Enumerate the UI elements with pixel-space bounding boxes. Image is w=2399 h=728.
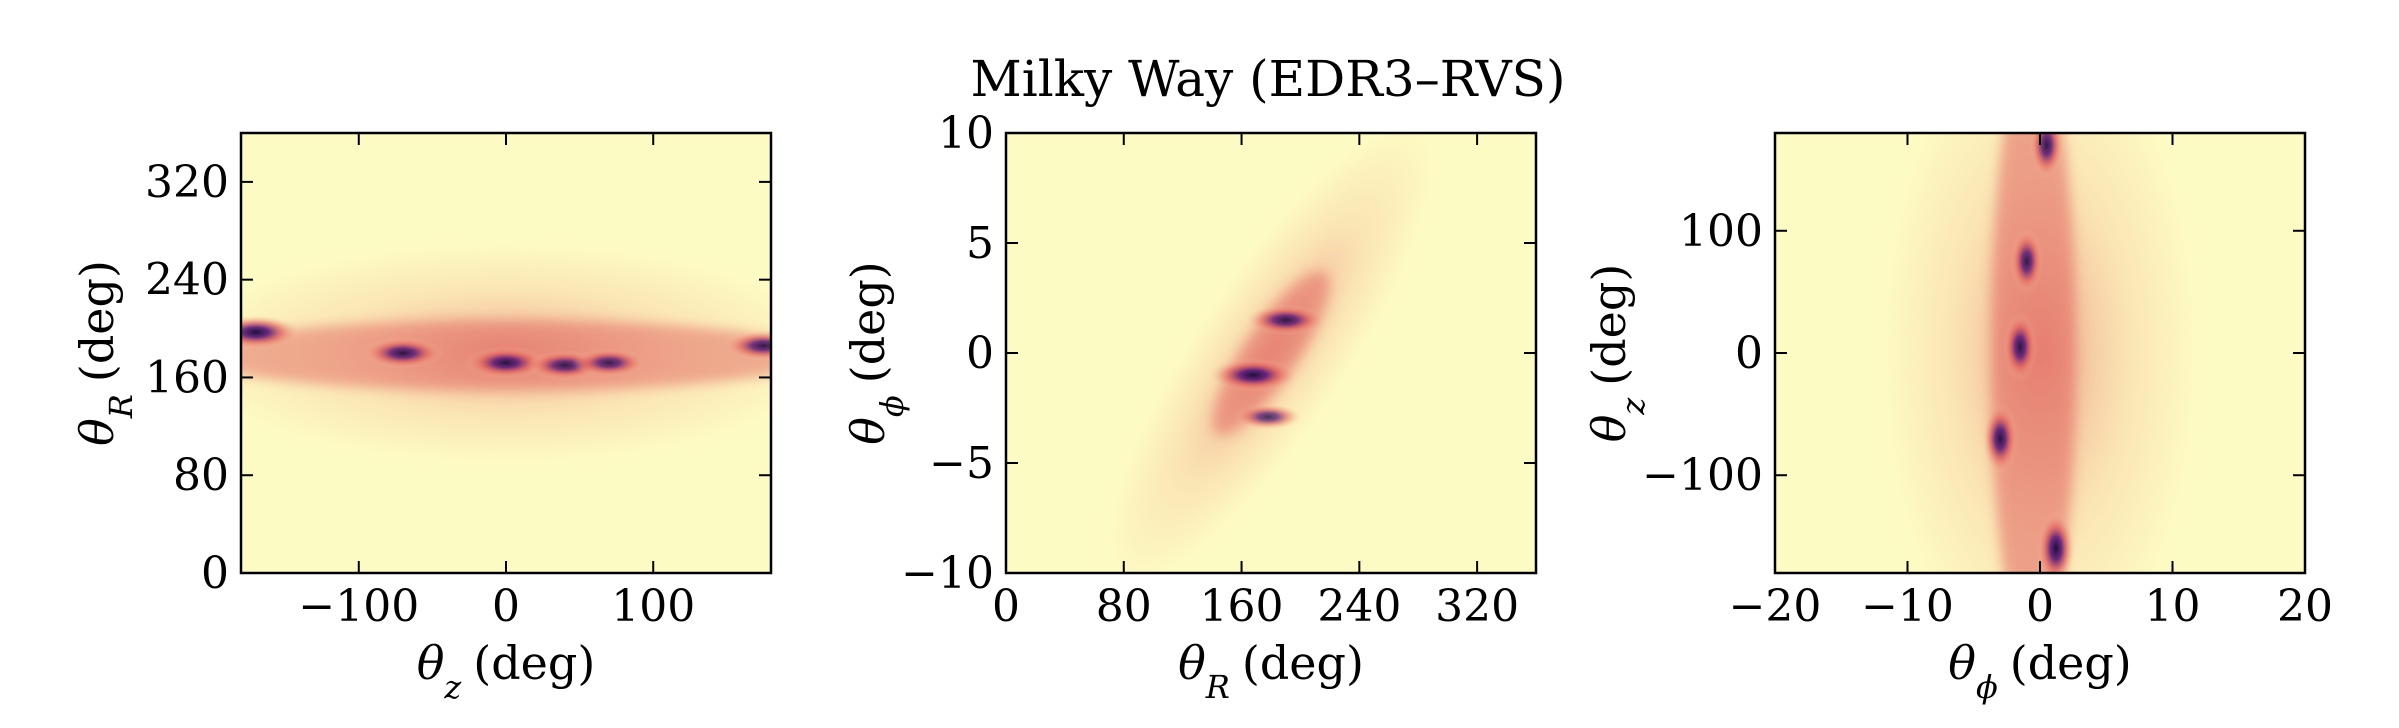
x-tick-label: 0 [2026,581,2054,632]
x-tick-label: 320 [1435,581,1519,632]
y-axis-label: θz(deg) [1582,264,1652,443]
y-tick-label: 160 [145,352,229,403]
x-tick-label: 100 [611,581,695,632]
y-tick-label: 80 [173,450,229,501]
panel-theta-z-vs-theta-r: −100 0 100 0 80 160 240 320 θz (deg) θR(deg) [70,131,773,706]
y-tick-label: 0 [201,548,229,599]
x-tick-label: −20 [1729,581,1822,632]
y-tick-label: 5 [966,218,994,269]
x-axis-label: θR (deg) [1178,636,1364,706]
density-peak [241,315,300,350]
density-peak [2010,228,2043,294]
density-peak [2002,312,2038,382]
y-axis-label: θϕ(deg) [841,261,911,445]
x-tick-label: 240 [1317,581,1401,632]
x-tick-label: 80 [1096,581,1152,632]
x-tick-label: 160 [1200,581,1284,632]
heatmap-density [1107,133,1435,573]
heatmap-density [241,243,771,463]
x-tick-label: −10 [1861,581,1954,632]
x-axis-label: θz (deg) [417,636,596,706]
density-peak [1982,403,2018,474]
x-axis-label: θϕ (deg) [1948,636,2132,706]
x-tick-label: 0 [992,581,1020,632]
density-peak [2037,511,2075,573]
y-tick-label: 0 [966,328,994,379]
density-peak [1209,358,1298,392]
density-peak [1234,403,1302,430]
y-axis-label: θR(deg) [70,260,140,446]
x-tick-label: 0 [492,581,520,632]
figure-title: Milky Way (EDR3–RVS) [971,50,1566,108]
x-tick-label: 20 [2277,581,2333,632]
density-peak [464,346,548,379]
y-tick-label: −100 [1642,450,1763,501]
y-tick-label: 10 [938,108,994,159]
density-peak [724,330,771,361]
y-tick-label: −5 [929,438,994,489]
x-tick-label: 10 [2145,581,2201,632]
heatmap-density [1881,133,2199,573]
y-tick-label: 320 [145,157,229,208]
y-tick-label: 100 [1679,206,1763,257]
y-tick-label: 0 [1735,328,1763,379]
density-peak [362,337,444,369]
y-tick-label: −10 [901,548,994,599]
y-tick-label: 240 [145,255,229,306]
density-peak [2029,133,2064,179]
x-tick-label: −100 [298,581,419,632]
density-peak [571,348,647,378]
density-peak [1246,304,1326,336]
panel-theta-r-vs-theta-phi: 0 80 160 240 320 −10 −5 0 5 10 θR (deg) θϕ(deg) [841,108,1538,706]
